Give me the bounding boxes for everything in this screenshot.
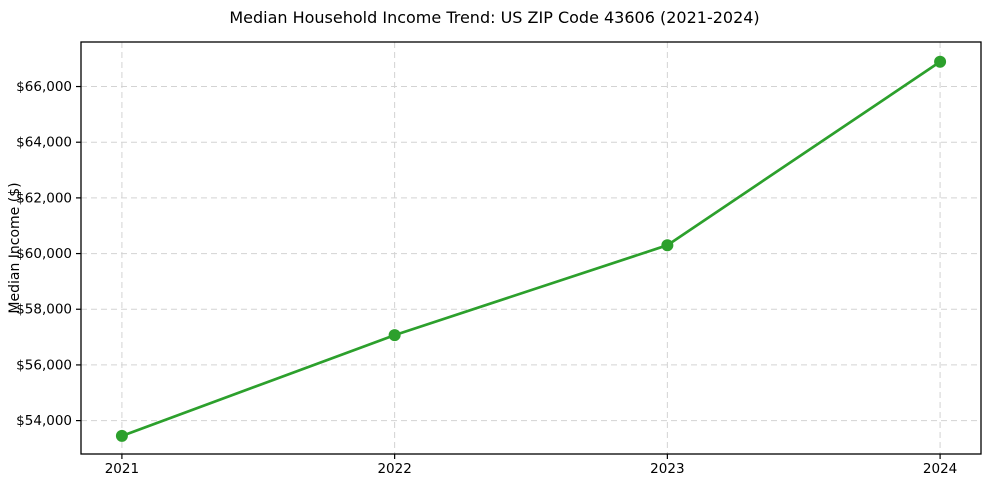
data-point-marker: [388, 329, 401, 342]
data-line: [120, 60, 942, 438]
data-point-marker: [661, 239, 674, 252]
y-tick-label: $62,000: [16, 190, 72, 206]
y-tick-label: $54,000: [16, 413, 72, 429]
x-tick-label: 2021: [105, 461, 139, 477]
data-point-marker: [115, 429, 128, 442]
chart-title: Median Household Income Trend: US ZIP Co…: [229, 8, 760, 27]
y-tick-label: $56,000: [16, 357, 72, 373]
axes-border: [80, 41, 982, 455]
y-tick-label: $66,000: [16, 79, 72, 95]
data-point-marker: [934, 55, 947, 68]
y-tick-label: $64,000: [16, 135, 72, 151]
y-tick-label: $58,000: [16, 302, 72, 318]
x-tick-label: 2022: [377, 461, 411, 477]
x-tick-label: 2023: [650, 461, 684, 477]
x-tick-label: 2024: [923, 461, 957, 477]
y-tick-label: $60,000: [16, 246, 72, 262]
